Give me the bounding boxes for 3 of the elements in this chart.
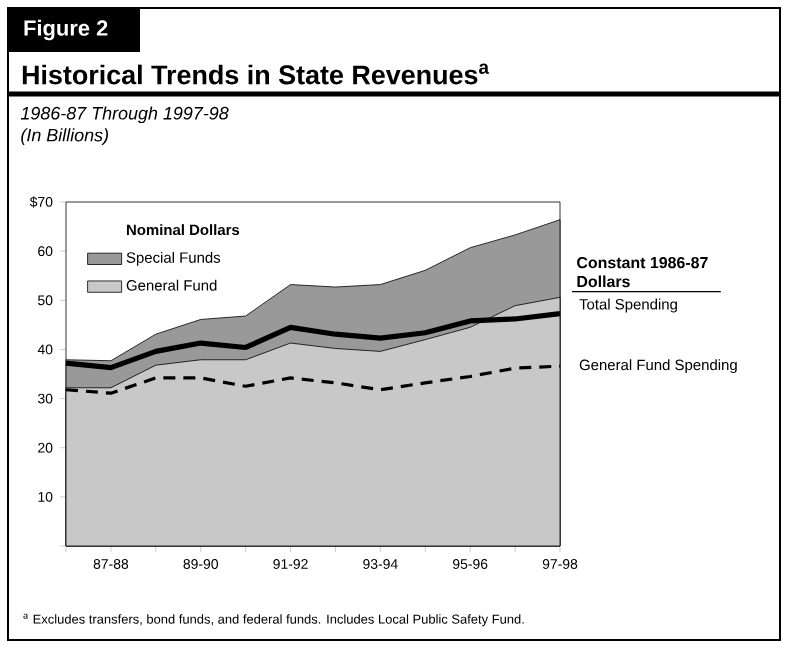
caption: Figure 2 xyxy=(24,19,108,41)
chart-title: Historical Trends in State Revenues$^{a}$ xyxy=(22,63,490,85)
chart-subtitle: 1986-87 Through 1997-98 (In Billions) xyxy=(20,106,229,146)
